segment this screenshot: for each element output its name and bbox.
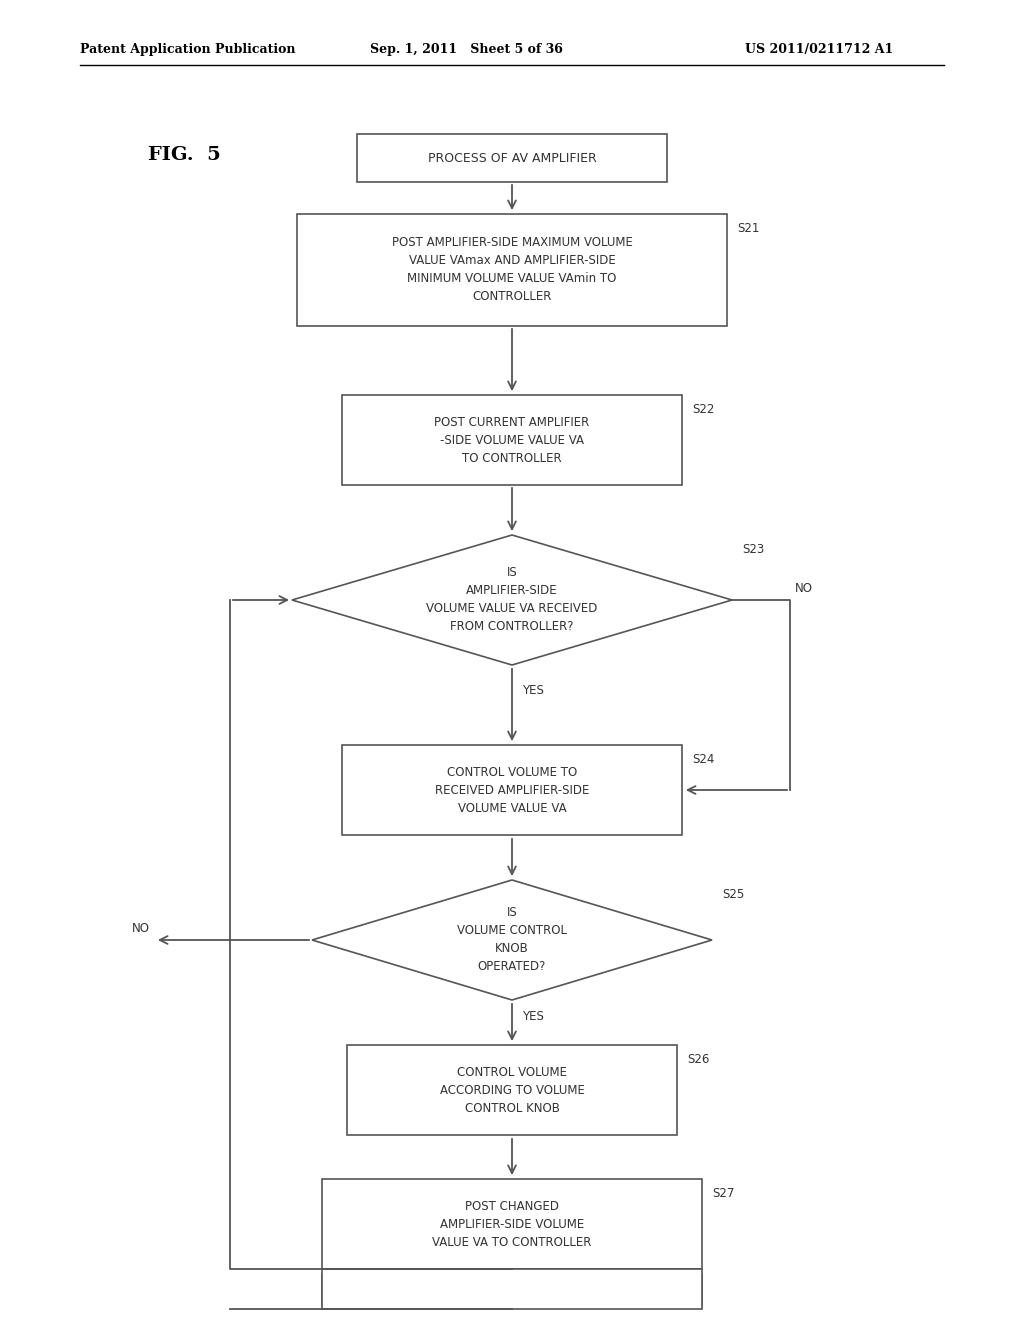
Text: PROCESS OF AV AMPLIFIER: PROCESS OF AV AMPLIFIER [428,152,596,165]
Text: YES: YES [522,684,544,697]
Text: S24: S24 [692,752,715,766]
Text: CONTROL VOLUME TO
RECEIVED AMPLIFIER-SIDE
VOLUME VALUE VA: CONTROL VOLUME TO RECEIVED AMPLIFIER-SID… [435,766,589,814]
Text: IS
VOLUME CONTROL
KNOB
OPERATED?: IS VOLUME CONTROL KNOB OPERATED? [457,907,567,974]
FancyBboxPatch shape [322,1269,702,1309]
Text: NO: NO [132,921,150,935]
FancyBboxPatch shape [297,214,727,326]
Text: NO: NO [795,582,813,595]
FancyBboxPatch shape [342,395,682,484]
FancyBboxPatch shape [347,1045,677,1135]
Text: POST CURRENT AMPLIFIER
-SIDE VOLUME VALUE VA
TO CONTROLLER: POST CURRENT AMPLIFIER -SIDE VOLUME VALU… [434,416,590,465]
FancyBboxPatch shape [322,1275,702,1305]
Text: S27: S27 [712,1187,734,1200]
FancyBboxPatch shape [357,135,667,182]
Text: S26: S26 [687,1053,710,1067]
Text: S25: S25 [722,888,744,902]
Text: Sep. 1, 2011   Sheet 5 of 36: Sep. 1, 2011 Sheet 5 of 36 [370,44,563,57]
Text: POST CHANGED
AMPLIFIER-SIDE VOLUME
VALUE VA TO CONTROLLER: POST CHANGED AMPLIFIER-SIDE VOLUME VALUE… [432,1200,592,1249]
Text: Patent Application Publication: Patent Application Publication [80,44,296,57]
Text: FIG.  5: FIG. 5 [148,147,221,164]
Text: S23: S23 [742,543,764,556]
Text: YES: YES [522,1010,544,1023]
Polygon shape [312,880,712,1001]
Text: POST AMPLIFIER-SIDE MAXIMUM VOLUME
VALUE VAmax AND AMPLIFIER-SIDE
MINIMUM VOLUME: POST AMPLIFIER-SIDE MAXIMUM VOLUME VALUE… [391,236,633,304]
Text: S22: S22 [692,403,715,416]
FancyBboxPatch shape [322,1179,702,1269]
Polygon shape [292,535,732,665]
Text: CONTROL VOLUME
ACCORDING TO VOLUME
CONTROL KNOB: CONTROL VOLUME ACCORDING TO VOLUME CONTR… [439,1065,585,1114]
Text: US 2011/0211712 A1: US 2011/0211712 A1 [745,44,893,57]
FancyBboxPatch shape [342,744,682,836]
Text: S21: S21 [737,222,760,235]
Text: IS
AMPLIFIER-SIDE
VOLUME VALUE VA RECEIVED
FROM CONTROLLER?: IS AMPLIFIER-SIDE VOLUME VALUE VA RECEIV… [426,566,598,634]
